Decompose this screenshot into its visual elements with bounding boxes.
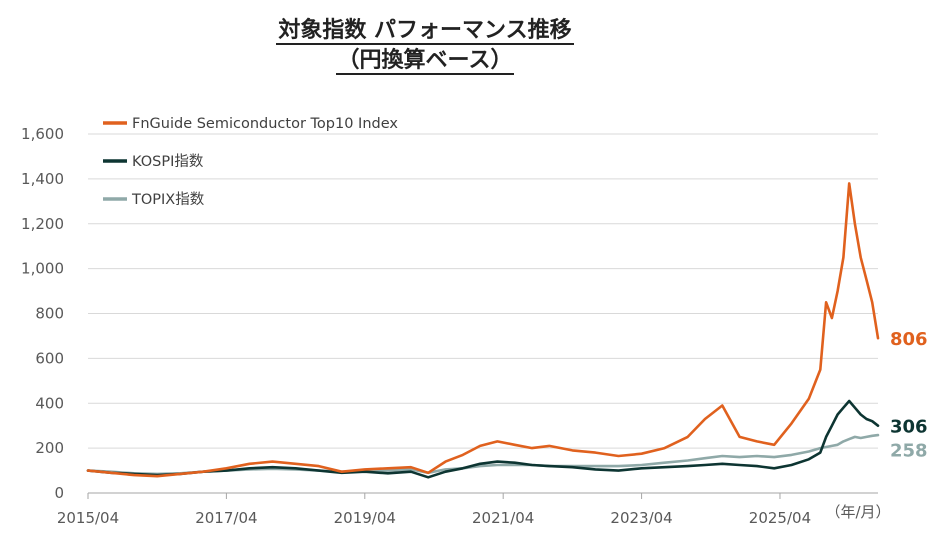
y-tick-label: 400 (35, 394, 64, 412)
y-tick-label: 1,000 (21, 260, 64, 278)
legend-label: TOPIX指数 (131, 191, 205, 208)
series-line (86, 399, 880, 479)
chart-subtitle-line: （円換算ベース） (0, 42, 850, 75)
chart-title-line: 対象指数 パフォーマンス推移 (0, 12, 850, 45)
legend-label: KOSPI指数 (132, 153, 204, 170)
x-tick-label: 2019/04 (334, 509, 396, 527)
x-unit-label: （年/月） (825, 503, 890, 521)
x-tick-label: 2025/04 (749, 509, 811, 527)
series-line (86, 182, 880, 478)
chart-title: 対象指数 パフォーマンス推移 (276, 18, 574, 45)
y-tick-label: 1,200 (21, 215, 64, 233)
y-tick-label: 200 (35, 439, 64, 457)
x-tick-label: 2021/04 (472, 509, 534, 527)
legend-label: FnGuide Semiconductor Top10 Index (132, 116, 398, 132)
series-end-label: 258 (890, 441, 928, 462)
chart-subtitle: （円換算ベース） (335, 48, 515, 75)
y-tick-label: 800 (35, 305, 64, 323)
series-end-label: 806 (890, 329, 928, 350)
x-tick-label: 2023/04 (610, 509, 672, 527)
y-tick-label: 600 (35, 349, 64, 367)
x-tick-label: 2017/04 (195, 509, 257, 527)
series-end-label: 306 (890, 417, 928, 438)
y-tick-label: 1,400 (21, 170, 64, 188)
x-tick-label: 2015/04 (57, 509, 119, 527)
y-tick-label: 1,600 (21, 125, 64, 143)
y-tick-label: 0 (54, 484, 64, 502)
